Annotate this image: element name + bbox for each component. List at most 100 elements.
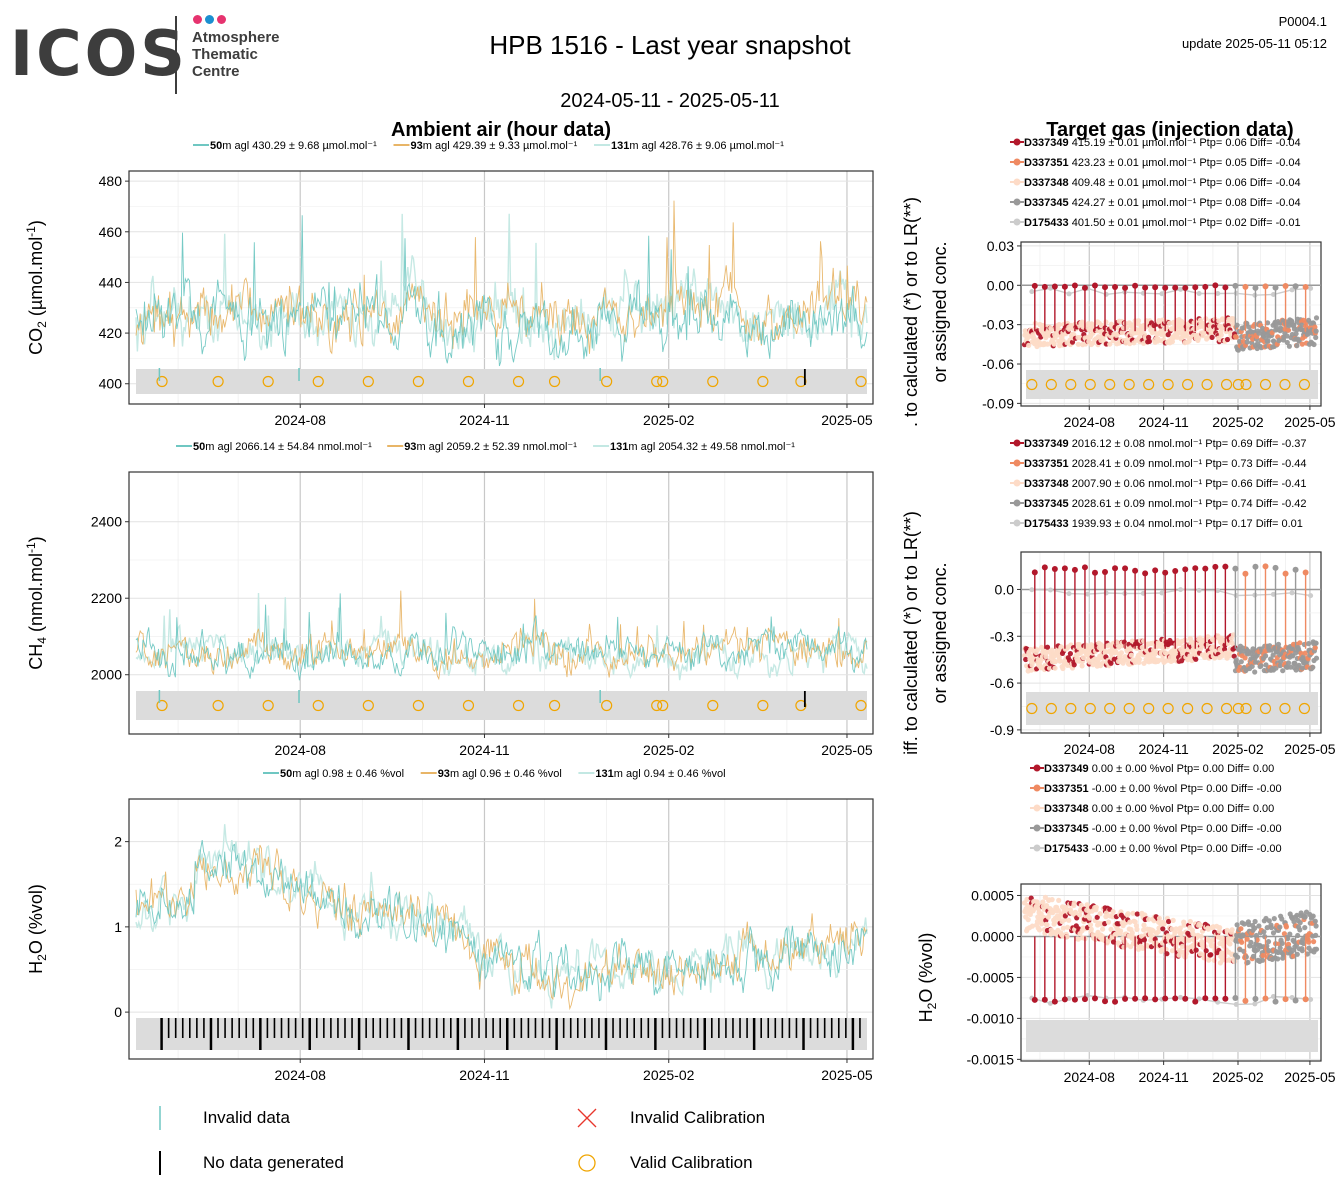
ambient-panel-h2o-ambient-bg xyxy=(129,799,873,1059)
valid-calibration-marker xyxy=(1123,702,1135,715)
target-point xyxy=(1142,912,1148,918)
legend-cylinder-id: D337349 xyxy=(1024,438,1069,450)
target-point xyxy=(1187,918,1193,925)
target-point xyxy=(1294,912,1300,918)
legend-entry-131m: 131m agl 428.76 ± 9.06 µmol.mol⁻¹ xyxy=(611,140,784,152)
target-point xyxy=(1270,930,1277,936)
target-point xyxy=(1136,656,1142,662)
target-spike-point xyxy=(1091,569,1098,576)
target-spike-point xyxy=(1071,996,1078,1003)
series-D175433-point xyxy=(1289,590,1295,596)
legend-text: m agl 2054.32 ± 49.58 nmol.mol⁻¹ xyxy=(628,441,795,453)
target-point xyxy=(1205,634,1211,640)
legend-text: m agl 428.76 ± 9.06 µmol.mol⁻¹ xyxy=(629,140,784,152)
target-point xyxy=(1291,919,1297,925)
y-axis-label-line-1: . to calculated (*) or to LR(**) xyxy=(901,197,921,427)
target-point xyxy=(1231,653,1237,659)
target-point xyxy=(1275,641,1282,648)
target-point xyxy=(1297,640,1303,646)
legend-entry-93m: 93m agl 429.39 ± 9.33 µmol.mol⁻¹ xyxy=(411,140,578,152)
valid-calibration-marker xyxy=(462,699,475,712)
target-point xyxy=(1075,936,1081,942)
target-point xyxy=(1297,920,1303,926)
legend-entry-131m: 131m agl 2054.32 ± 49.58 nmol.mol⁻¹ xyxy=(610,441,795,453)
target-spike-point xyxy=(1031,569,1038,576)
valid-calibration-marker xyxy=(1232,702,1244,715)
target-point xyxy=(1036,927,1043,933)
x-tick-label: 2025-05 xyxy=(1284,741,1336,757)
legend-cylinder-id: D175433 xyxy=(1024,217,1069,229)
legend-text: m agl 2059.2 ± 52.39 nmol.mol⁻¹ xyxy=(416,441,577,453)
x-tick-label: 2025-02 xyxy=(643,412,695,428)
target-point xyxy=(1123,337,1129,343)
target-point xyxy=(1160,926,1166,932)
x-tick-label: 2024-11 xyxy=(459,742,510,758)
target-point xyxy=(1132,659,1138,666)
target-spike-point xyxy=(1262,283,1269,290)
target-point xyxy=(1102,649,1109,655)
target-point xyxy=(1146,338,1152,344)
target-point xyxy=(1249,663,1255,670)
legend-text: m agl 2066.14 ± 54.84 nmol.mol⁻¹ xyxy=(205,441,372,453)
target-spike-point xyxy=(1142,284,1149,291)
y-tick-label: 440 xyxy=(99,274,123,290)
valid-calibration-marker xyxy=(1026,702,1038,715)
legend-text: 2028.61 ± 0.09 nmol.mol⁻¹ Ptp= 0.74 Diff… xyxy=(1069,498,1307,510)
series-D175433-point xyxy=(1178,587,1184,593)
target-point xyxy=(1127,919,1133,925)
valid-calibration-marker xyxy=(212,699,224,712)
target-point xyxy=(1138,933,1145,939)
legend-cylinder-id: D337349 xyxy=(1024,137,1069,149)
target-point xyxy=(1299,341,1305,347)
target-spike-point xyxy=(1142,570,1149,577)
target-point xyxy=(1233,657,1239,663)
target-point xyxy=(1125,911,1131,917)
valid-calibration-marker xyxy=(1104,378,1116,391)
x-tick-label: 2024-11 xyxy=(1138,741,1189,757)
target-point xyxy=(1280,668,1286,674)
legend-text: 0.00 ± 0.00 %vol Ptp= 0.00 Diff= 0.00 xyxy=(1089,763,1275,775)
target-point xyxy=(1312,918,1318,924)
legend-text: -0.00 ± 0.00 %vol Ptp= 0.00 Diff= -0.00 xyxy=(1089,843,1282,855)
y-tick-label: 2000 xyxy=(91,667,122,683)
legend-dot-D337345 xyxy=(1013,198,1021,206)
target-point xyxy=(1265,939,1272,945)
series-D175433-point xyxy=(1308,593,1314,599)
x-tick-label: 2025-02 xyxy=(643,1067,695,1083)
target-point xyxy=(1277,924,1283,930)
target-point xyxy=(1243,954,1249,960)
target-point xyxy=(1097,911,1103,917)
target-point xyxy=(1028,646,1034,653)
valid-calibration-marker xyxy=(312,699,324,712)
legend-cylinder-id: D337345 xyxy=(1044,823,1089,835)
target-spike-point xyxy=(1292,997,1299,1004)
series-D175433-point xyxy=(1178,286,1184,292)
legend-text: 401.50 ± 0.01 µmol.mol⁻¹ Ptp= 0.02 Diff=… xyxy=(1069,217,1301,229)
legend-entry-93m: 93m agl 0.96 ± 0.46 %vol xyxy=(438,768,562,780)
target-point xyxy=(1279,940,1285,947)
target-point xyxy=(1285,327,1292,333)
valid-calibration-marker xyxy=(262,699,274,712)
series-D175433-point xyxy=(1159,291,1165,297)
series-50m-line xyxy=(135,593,868,681)
target-point xyxy=(1125,657,1131,663)
invalid-calibration-icon xyxy=(577,1108,597,1128)
target-point xyxy=(1277,663,1283,669)
target-spike-point xyxy=(1292,566,1299,573)
target-point xyxy=(1268,925,1274,931)
valid-calibration-marker xyxy=(512,375,525,388)
legend-entry-D337349: D337349 2016.12 ± 0.08 nmol.mol⁻¹ Ptp= 0… xyxy=(1024,438,1307,450)
x-tick-label: 2025-05 xyxy=(821,412,873,428)
target-point xyxy=(1186,937,1192,943)
valid-calibration-marker xyxy=(1182,378,1194,391)
target-spike-point xyxy=(1061,283,1068,290)
x-tick-label: 2025-05 xyxy=(821,742,873,758)
target-spike-point xyxy=(1112,998,1119,1005)
target-point xyxy=(1266,918,1272,924)
x-tick-label: 2025-05 xyxy=(1284,414,1336,430)
target-point xyxy=(1299,948,1305,954)
valid-calibration-marker xyxy=(757,375,769,388)
y-tick-label: -0.0010 xyxy=(967,1010,1015,1026)
target-point xyxy=(1267,643,1273,649)
